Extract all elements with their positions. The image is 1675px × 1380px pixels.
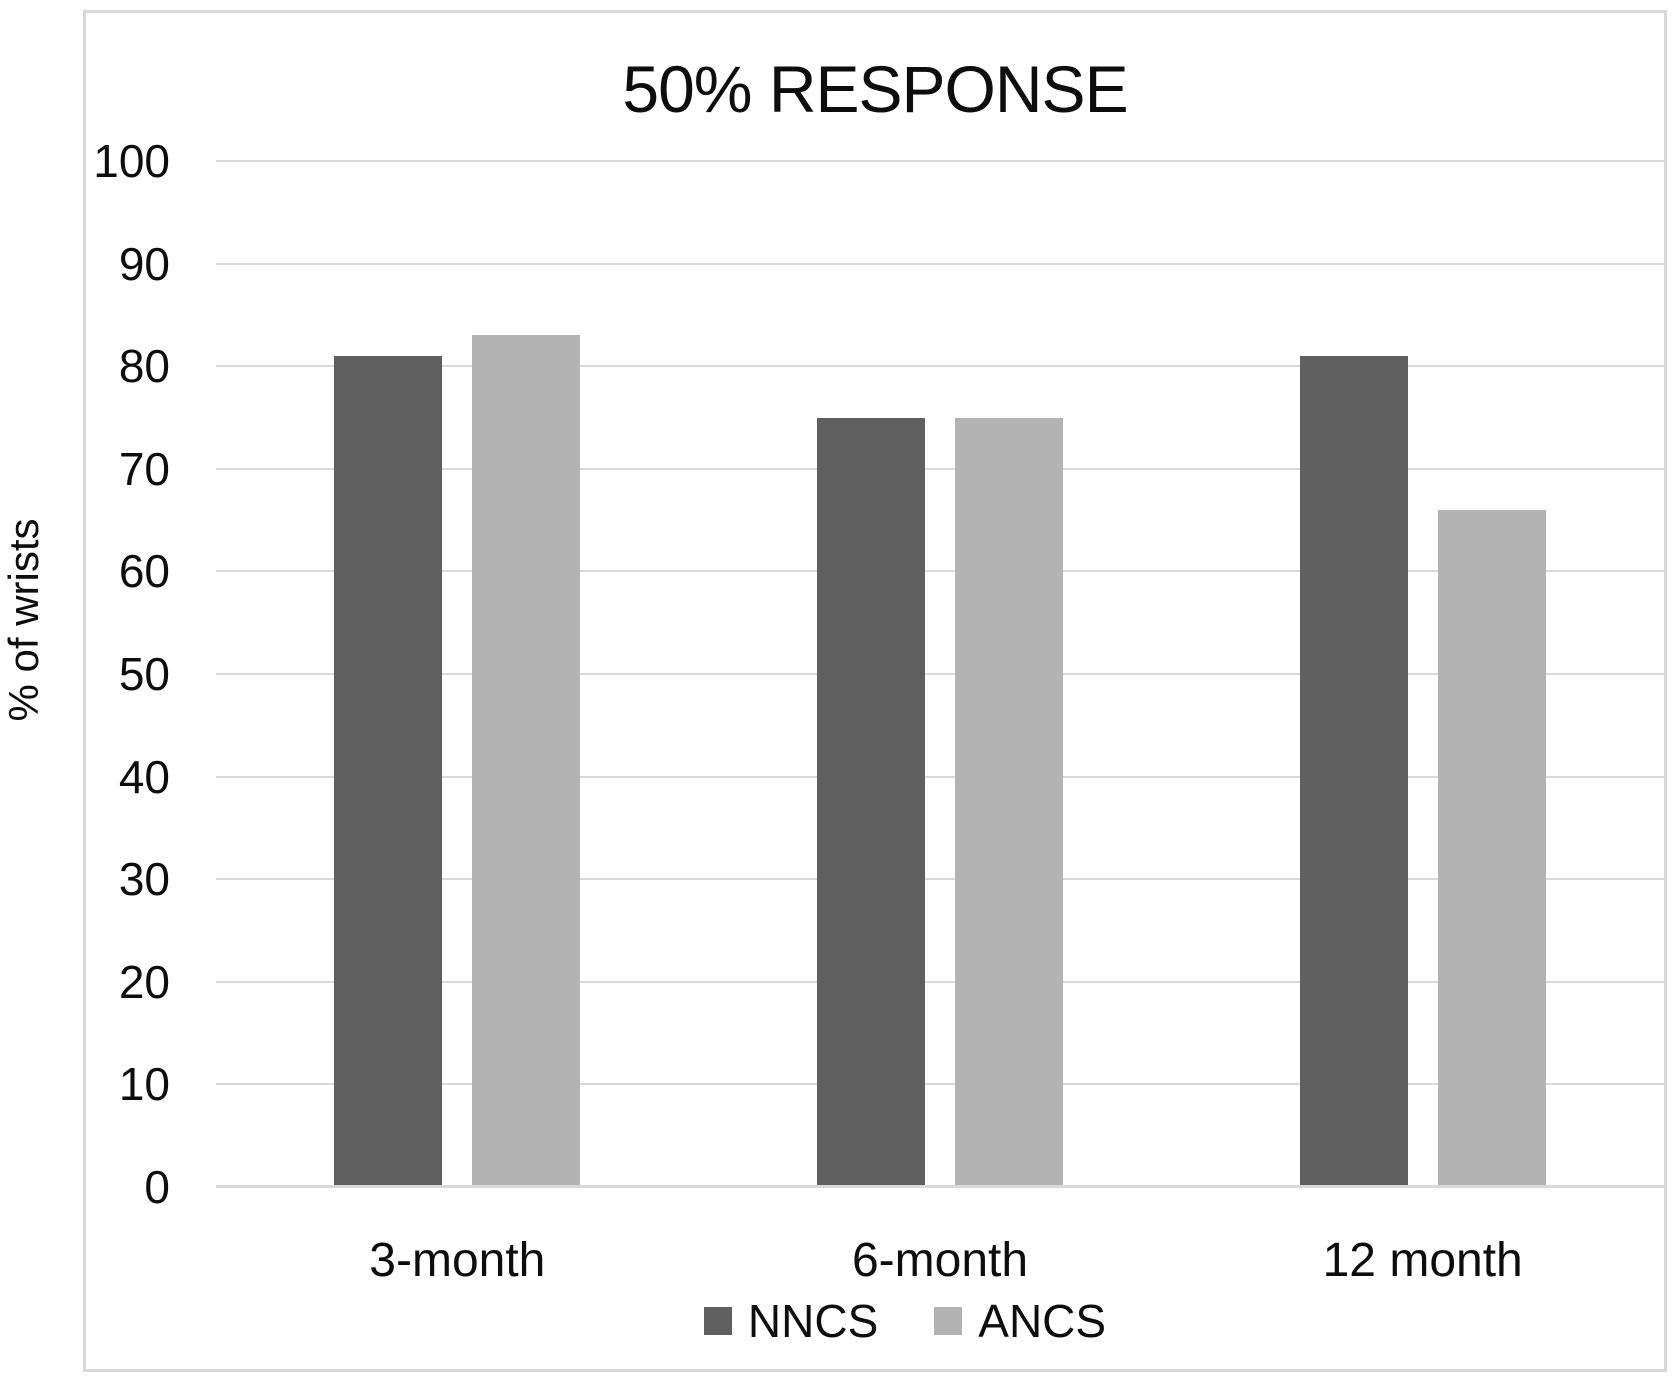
bars-row: [216, 161, 1664, 1187]
gridline-20: [216, 980, 1664, 983]
legend-swatch-nncs: [703, 1307, 732, 1335]
plot-area: 100 90 80 70 60 50 40 30 20 10 0 3-month 6-month 12 …: [93, 135, 1664, 1287]
gridline-90: [216, 262, 1664, 265]
chart-box: 50% RESPONSE 100 90 80 70 60 50 40 30 20 10 0 3-mo…: [83, 10, 1667, 1372]
legend: NNCS ANCS: [86, 1294, 1664, 1348]
y-tick-label-80: 80: [118, 340, 170, 393]
chart-title: 50% RESPONSE: [622, 52, 1128, 126]
bar-ancs-6-month: [955, 417, 1063, 1187]
legend-entry-ancs: ANCS: [934, 1294, 1106, 1348]
y-tick-label-100: 100: [93, 135, 170, 187]
bar-ancs-3-month: [472, 335, 581, 1187]
gridline-60: [216, 570, 1664, 573]
y-tick-label-10: 10: [118, 1058, 170, 1111]
legend-label-ancs: ANCS: [978, 1295, 1107, 1347]
legend-entry-nncs: NNCS: [703, 1294, 879, 1348]
gridline-70: [216, 467, 1664, 470]
x-category-label-6-month: 6-month: [851, 1234, 1029, 1287]
bar-nncs-12-month: [1299, 355, 1408, 1187]
legend-swatch-ancs: [934, 1307, 963, 1335]
bar-group-6-month: [699, 161, 1182, 1187]
y-tick-label-60: 60: [118, 545, 170, 598]
y-tick-label-70: 70: [118, 442, 170, 495]
bar-group-3-month: [216, 161, 699, 1187]
gridline-10: [216, 1083, 1664, 1086]
gridline-30: [216, 878, 1664, 881]
y-tick-label-90: 90: [118, 237, 170, 290]
bars-layer: [216, 161, 1664, 1187]
bar-group-12-month: [1181, 161, 1664, 1187]
x-category-labels: 3-month 6-month 12 month: [216, 1233, 1664, 1288]
gridline-100: [216, 160, 1664, 162]
x-axis-line: [216, 1185, 1664, 1188]
x-category-label-12-month: 12 month: [1322, 1234, 1523, 1287]
legend-label-nncs: NNCS: [747, 1295, 879, 1347]
x-category-label-3-month: 3-month: [369, 1234, 546, 1287]
bar-ancs-12-month: [1437, 509, 1546, 1187]
gridline-80: [216, 365, 1664, 368]
y-tick-label-40: 40: [118, 750, 170, 803]
y-tick-label-30: 30: [118, 853, 170, 906]
bar-nncs-6-month: [817, 417, 925, 1187]
y-tick-label-0: 0: [144, 1161, 170, 1213]
y-tick-label-20: 20: [118, 955, 170, 1008]
gridline-50: [216, 673, 1664, 675]
bar-nncs-3-month: [334, 355, 443, 1187]
y-tick-label-50: 50: [118, 648, 170, 700]
y-axis-title: % of wrists: [0, 518, 47, 722]
gridline-40: [216, 775, 1664, 778]
